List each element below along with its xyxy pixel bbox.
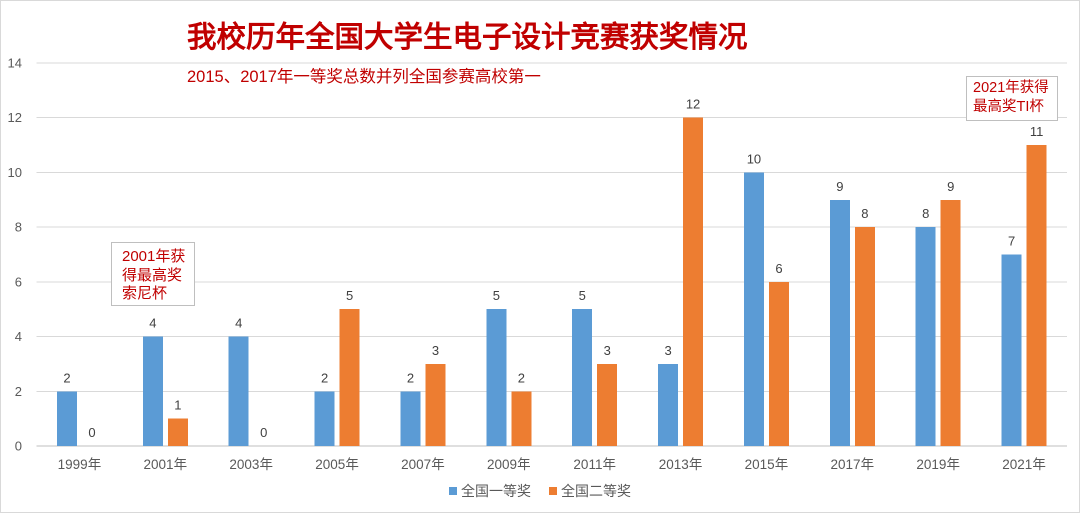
series-2-data-label: 2 [518,370,525,385]
series-1-data-label: 4 [235,316,242,331]
annotation-line: 最高奖TI杯 [973,99,1044,115]
legend: 全国一等奖 全国二等奖 [0,482,1080,500]
series-1-data-label: 9 [836,179,843,194]
series-2-bar [597,363,618,446]
x-tick-label: 2021年 [1002,457,1046,472]
y-tick-label: 8 [15,220,22,235]
series-1-data-label: 4 [149,316,156,331]
y-tick-label: 10 [8,165,22,180]
x-tick-label: 1999年 [58,457,102,472]
series-2-bar [768,281,789,446]
legend-label-series-2: 全国二等奖 [561,483,631,499]
x-tick-label: 2005年 [315,457,359,472]
series-1-data-label: 2 [321,370,328,385]
series-2-data-label: 6 [775,261,782,276]
series-1-data-label: 8 [922,206,929,221]
y-tick-label: 12 [8,110,22,125]
chart-subtitle: 2015、2017年一等奖总数并列全国参赛高校第一 [187,68,541,86]
y-tick-label: 2 [15,384,22,399]
series-2-bar [1026,145,1047,447]
series-1-bar [56,391,77,446]
legend-item-series-1: 全国一等奖 [449,482,531,500]
x-axis-tick-labels: 1999年 2001年 2003年 2005年 2007年 2009年 2011年 2013年… [58,457,1046,472]
legend-swatch-series-2 [549,487,557,495]
x-tick-label: 2003年 [229,457,273,472]
annotation-line: 得最高奖 [122,266,183,284]
series-1-data-label: 7 [1008,234,1015,249]
series-1-bar [228,336,249,446]
series-1-bar [658,363,679,446]
series-1-data-label: 10 [747,151,761,166]
series-2-data-label: 0 [260,425,267,440]
annotation-box-2001: 2001年获 得最高奖 索尼杯 [111,242,195,306]
series-1-data-label: 5 [579,288,586,303]
series-1-bar [400,391,421,446]
x-tick-label: 2019年 [916,457,960,472]
series-2-data-label: 5 [346,288,353,303]
annotation-line: 2001年获 [122,248,186,265]
series-1-data-label: 2 [407,370,414,385]
y-tick-label: 0 [15,439,22,454]
series-2-data-label: 8 [861,206,868,221]
series-1-bar [915,227,936,446]
series-2-data-label: 0 [88,425,95,440]
annotation-box-2021: 2021年获得 最高奖TI杯 [966,76,1058,121]
series-2-bar [339,309,360,446]
series-2-data-label: 11 [1030,124,1044,139]
series-1-bar [486,309,507,446]
x-tick-label: 2009年 [487,457,531,472]
series-1-data-label: 3 [664,343,671,358]
y-axis-tick-labels: 0 2 4 6 8 10 12 14 [8,56,22,454]
series-1-bar [142,336,163,446]
series-1-bar [743,172,764,446]
series-2-bar [683,117,704,446]
series-2-bar [940,199,961,446]
x-tick-label: 2013年 [659,457,703,472]
series-2-bar [854,227,875,446]
legend-label-series-1: 全国一等奖 [461,483,531,499]
x-tick-label: 2001年 [144,457,188,472]
x-tick-label: 2017年 [831,457,875,472]
series-1-data-label: 2 [63,370,70,385]
series-1-bar [1001,254,1022,446]
series-2-data-label: 9 [947,179,954,194]
x-tick-label: 2007年 [401,457,445,472]
series-2-bar [511,391,532,446]
series-2-bar [425,363,446,446]
series-1-data-label: 5 [493,288,500,303]
series-2-data-label: 1 [174,398,181,413]
series-1-bar [572,309,593,446]
bars [56,117,1047,447]
legend-item-series-2: 全国二等奖 [549,482,631,500]
series-2-data-label: 12 [686,97,700,112]
series-2-data-label: 3 [432,343,439,358]
series-2-data-label: 3 [604,343,611,358]
series-1-bar [314,391,335,446]
y-tick-label: 6 [15,274,22,289]
legend-swatch-series-1 [449,487,457,495]
annotation-line: 索尼杯 [122,285,168,302]
annotation-line: 2021年获得 [973,80,1049,96]
y-tick-label: 14 [8,56,22,71]
y-tick-label: 4 [15,329,22,344]
series-2-bar [167,418,188,446]
gridlines [36,62,1067,447]
x-tick-label: 2015年 [745,457,789,472]
series-1-bar [829,199,850,446]
chart-title: 我校历年全国大学生电子设计竞赛获奖情况 [187,21,748,54]
x-tick-label: 2011年 [573,457,616,472]
